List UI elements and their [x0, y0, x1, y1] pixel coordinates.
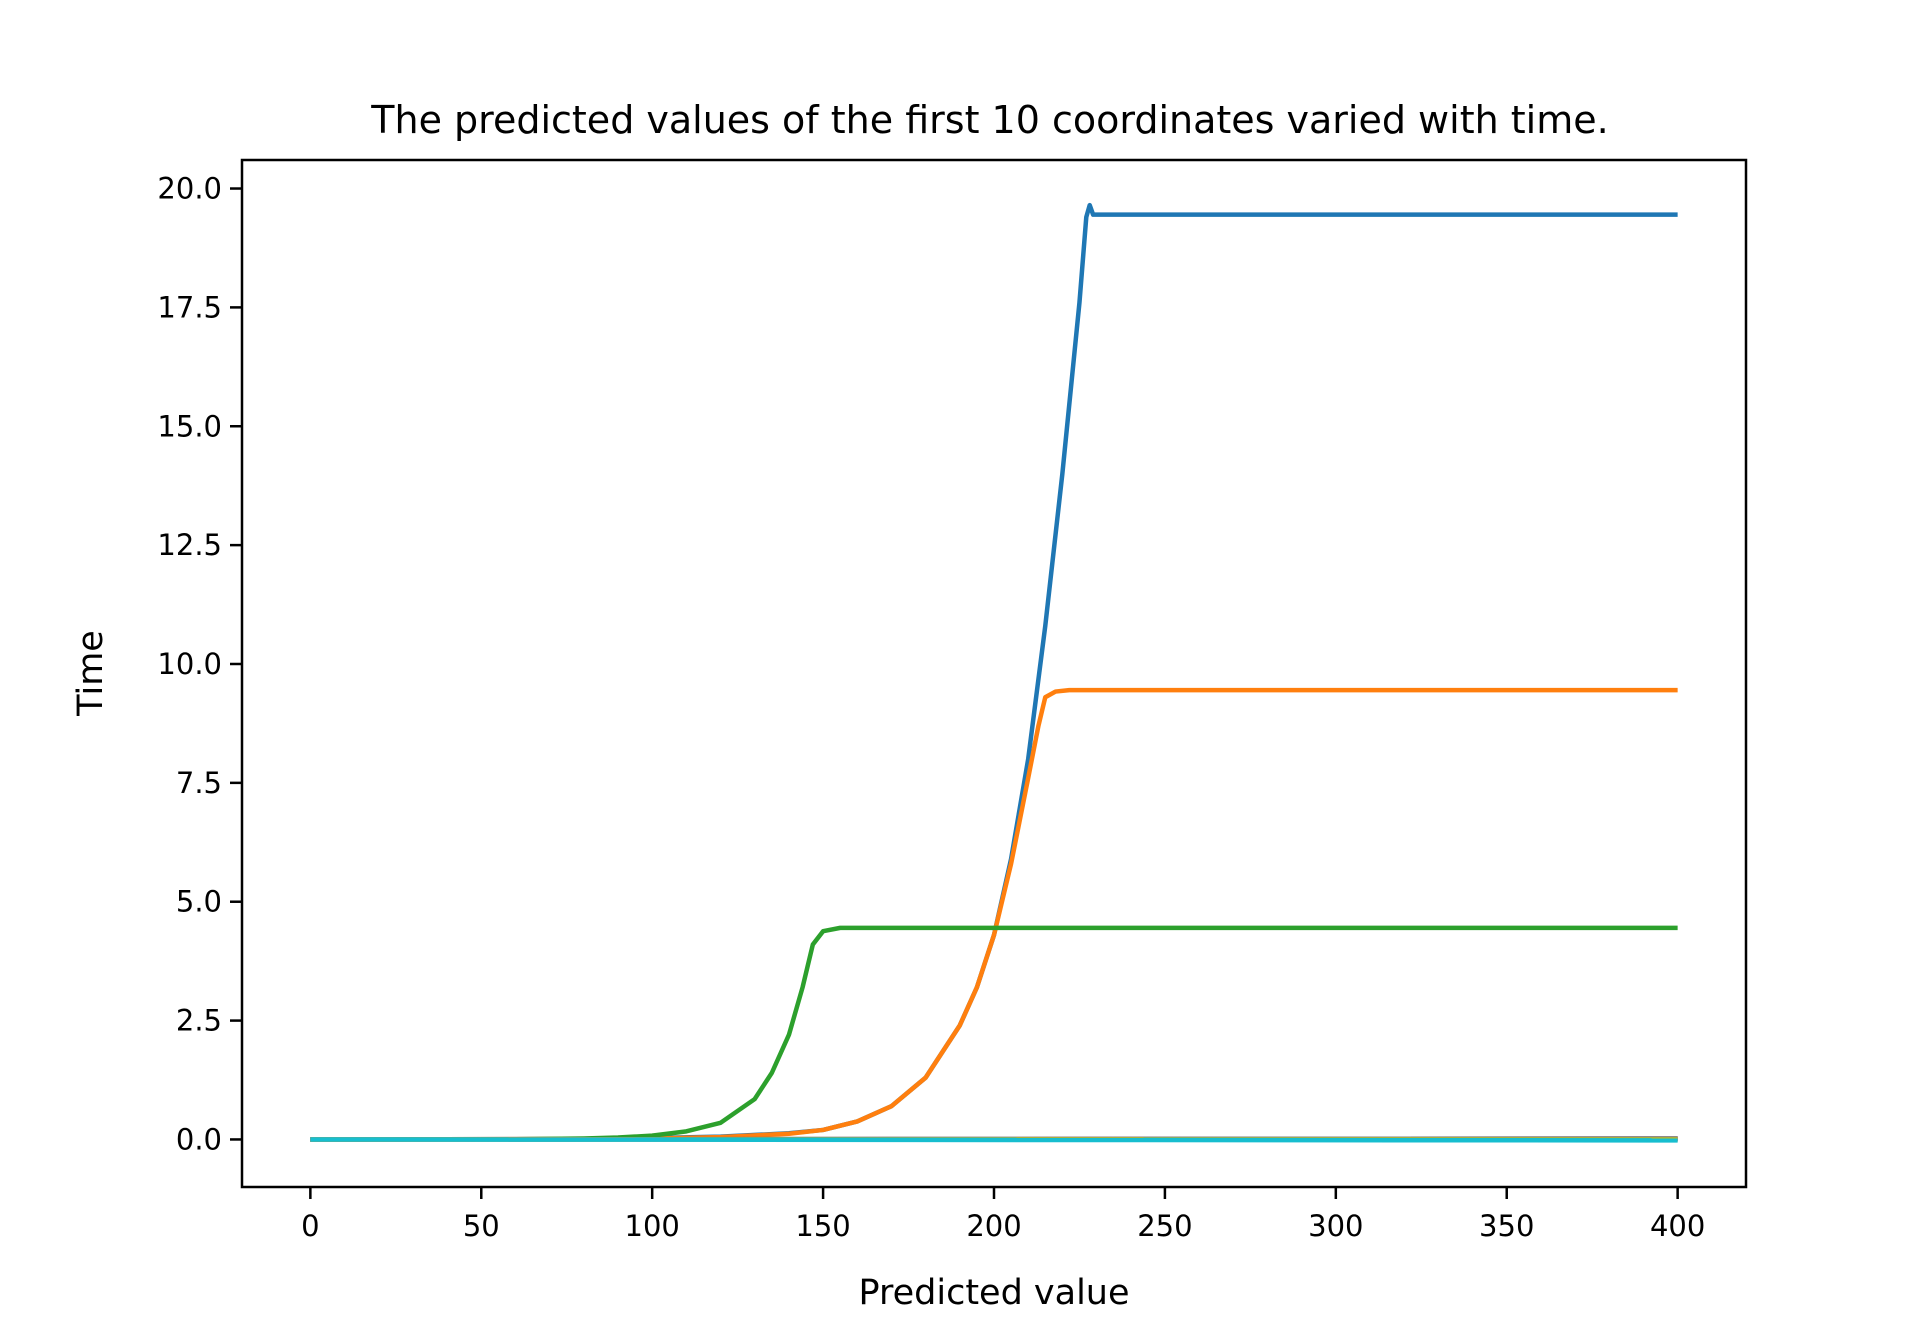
y-tick-label: 20.0: [157, 172, 222, 206]
y-tick-label: 15.0: [157, 409, 222, 443]
series-layer: [310, 202, 1678, 1143]
x-tick-label: 50: [463, 1209, 500, 1243]
x-tick-label: 0: [301, 1209, 319, 1243]
y-tick-label: 2.5: [176, 1004, 222, 1038]
x-axis: 0 50 100 150 200 250 300 350 400: [301, 1187, 1705, 1243]
x-tick-label: 200: [966, 1209, 1021, 1243]
x-tick-label: 300: [1308, 1209, 1363, 1243]
x-tick-label: 400: [1650, 1209, 1705, 1243]
y-tick-label: 12.5: [157, 528, 222, 562]
series-line-10: [310, 1137, 1678, 1143]
x-tick-label: 350: [1479, 1209, 1534, 1243]
y-axis: 0.0 2.5 5.0 7.5 10.0 12.5 15.0 17.5 20.0: [157, 172, 242, 1156]
x-axis-label: Predicted value: [858, 1273, 1129, 1313]
y-tick-label: 10.0: [157, 647, 222, 681]
y-axis-label: Time: [71, 630, 111, 717]
x-tick-label: 100: [625, 1209, 680, 1243]
y-tick-label: 0.0: [176, 1122, 222, 1156]
chart-title: The predicted values of the first 10 coo…: [370, 98, 1608, 142]
y-tick-label: 5.0: [176, 885, 222, 919]
x-tick-label: 250: [1137, 1209, 1192, 1243]
y-tick-label: 7.5: [176, 766, 222, 800]
x-tick-label: 150: [795, 1209, 850, 1243]
y-tick-label: 17.5: [157, 290, 222, 324]
